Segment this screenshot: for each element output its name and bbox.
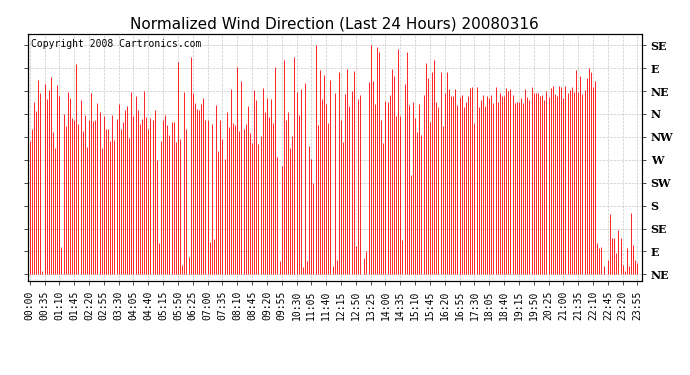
Text: Copyright 2008 Cartronics.com: Copyright 2008 Cartronics.com [30, 39, 201, 49]
Title: Normalized Wind Direction (Last 24 Hours) 20080316: Normalized Wind Direction (Last 24 Hours… [130, 16, 539, 31]
